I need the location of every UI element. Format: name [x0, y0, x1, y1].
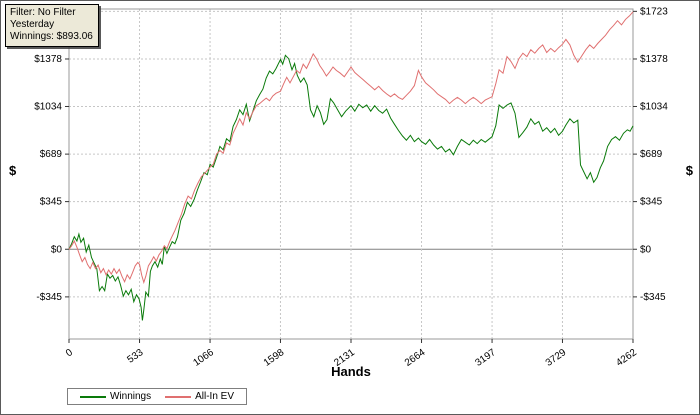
winnings-line-swatch [79, 395, 106, 398]
y-tick-label-left: $345 [40, 197, 63, 208]
y-tick-label-right: $1378 [640, 54, 668, 65]
y-tick-label-left: $1378 [34, 54, 62, 65]
series-line-all-in-ev [68, 11, 634, 285]
y-tick-label-right: -$345 [640, 292, 666, 303]
x-tick-label: 0 [64, 347, 75, 359]
y-axis-label-right: $ [685, 163, 693, 178]
legend-item-allin-ev: All-In EV [165, 391, 234, 402]
legend-item-winnings: Winnings [79, 391, 152, 402]
y-tick-label-right: $1723 [640, 6, 668, 17]
y-tick-label-left: -$345 [36, 292, 62, 303]
y-axis-label-left: $ [9, 163, 17, 178]
tooltip-period-line: Yesterday [10, 19, 55, 30]
y-tick-label-right: $0 [640, 244, 652, 255]
chart-legend: Winnings All-In EV [67, 388, 247, 405]
y-tick-label-right: $345 [640, 197, 663, 208]
allin-ev-line-swatch [165, 395, 192, 398]
y-tick-label-right: $1034 [640, 101, 668, 112]
y-tick-label-left: $689 [40, 149, 63, 160]
tooltip-winnings-line: Winnings: $893.06 [10, 31, 93, 42]
y-tick-label-right: $689 [640, 149, 663, 160]
legend-label-allin-ev: All-In EV [195, 391, 235, 402]
y-tick-label-left: $1034 [34, 101, 62, 112]
x-axis-title: Hands [331, 364, 371, 379]
x-tick-label: 533 [125, 347, 145, 366]
series-line-winnings [68, 54, 634, 321]
filter-tooltip: Filter: No Filter Yesterday Winnings: $8… [5, 4, 99, 47]
legend-label-winnings: Winnings [109, 391, 152, 402]
tooltip-filter-line: Filter: No Filter [10, 7, 76, 18]
y-tick-label-left: $0 [51, 244, 63, 255]
